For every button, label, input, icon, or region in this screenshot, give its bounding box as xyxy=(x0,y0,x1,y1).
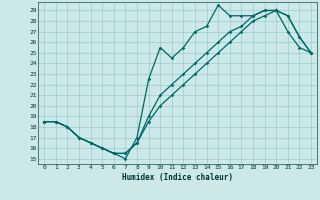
X-axis label: Humidex (Indice chaleur): Humidex (Indice chaleur) xyxy=(122,173,233,182)
